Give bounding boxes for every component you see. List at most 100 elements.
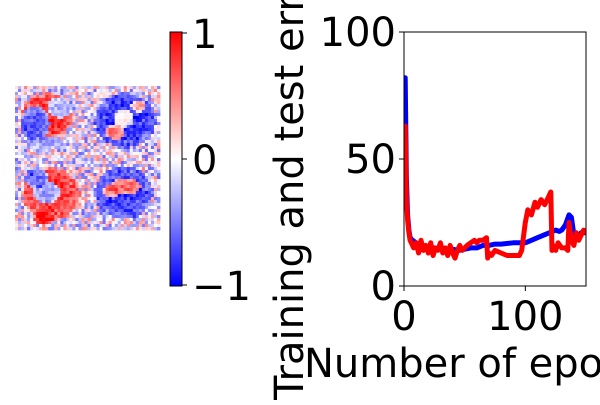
heatmap-cell (18, 218, 22, 222)
heatmap-cell (51, 113, 55, 117)
heatmap-cell (30, 218, 34, 222)
heatmap-cell (114, 122, 119, 126)
heatmap-cell (24, 92, 28, 96)
heatmap-cell (18, 146, 22, 150)
heatmap-cell (87, 173, 91, 177)
heatmap-cell (153, 122, 158, 126)
heatmap-cell (90, 110, 94, 114)
heatmap-cell (33, 125, 37, 129)
heatmap-cell (132, 206, 137, 210)
heatmap-cell (81, 143, 85, 147)
heatmap-cell (54, 206, 58, 210)
heatmap-cell (90, 218, 94, 222)
heatmap-cell (24, 143, 28, 147)
heatmap-cell (96, 179, 100, 183)
heatmap-cell (57, 188, 61, 192)
heatmap-cell (51, 203, 55, 207)
heatmap-cell (90, 92, 94, 96)
heatmap-cell (30, 158, 34, 162)
heatmap-cell (78, 128, 82, 132)
heatmap-cell (66, 200, 70, 204)
heatmap-cell (120, 182, 125, 186)
heatmap-cell (99, 215, 103, 219)
heatmap-cell (129, 203, 134, 207)
heatmap-cell (39, 143, 43, 147)
heatmap-cell (84, 173, 88, 177)
heatmap-cell (108, 92, 113, 96)
heatmap-cell (114, 107, 119, 111)
heatmap-cell (126, 149, 131, 153)
heatmap-cell (21, 95, 25, 99)
heatmap-cell (153, 146, 158, 150)
heatmap-cell (21, 182, 25, 186)
heatmap-cell (114, 152, 119, 156)
heatmap-cell (45, 194, 49, 198)
heatmap-cell (132, 194, 137, 198)
heatmap-cell (87, 92, 91, 96)
heatmap-cell (24, 113, 28, 117)
heatmap-cell (45, 188, 49, 192)
heatmap-cell (102, 209, 107, 213)
heatmap-cell (81, 98, 85, 102)
heatmap-cell (18, 179, 22, 183)
heatmap-cell (108, 86, 113, 90)
heatmap-cell (153, 131, 158, 135)
heatmap-cell (108, 152, 113, 156)
heatmap-cell (78, 107, 82, 111)
heatmap-cell (108, 95, 113, 99)
heatmap-cell (138, 92, 143, 96)
heatmap-cell (39, 146, 43, 150)
heatmap-cell (63, 101, 67, 105)
heatmap-cell (63, 86, 67, 90)
heatmap-cell (147, 89, 152, 93)
heatmap-cell (147, 167, 152, 171)
heatmap-cell (48, 107, 52, 111)
heatmap-cell (18, 173, 22, 177)
heatmap-cell (126, 158, 131, 162)
heatmap-cell (33, 143, 37, 147)
heatmap-cell (60, 224, 64, 228)
heatmap-cell (42, 164, 46, 168)
heatmap-cell (126, 161, 131, 165)
heatmap-cell (96, 113, 100, 117)
heatmap-cell (90, 224, 94, 228)
heatmap-cell (21, 212, 25, 216)
heatmap-cell (126, 155, 131, 159)
heatmap-cell (150, 212, 155, 216)
heatmap-cell (144, 140, 149, 144)
heatmap-cell (63, 122, 67, 126)
heatmap-cell (138, 146, 143, 150)
heatmap-cell (99, 197, 103, 201)
heatmap-cell (57, 140, 61, 144)
heatmap-cell (99, 155, 103, 159)
heatmap-cell (24, 164, 28, 168)
heatmap-cell (120, 206, 125, 210)
heatmap-cell (102, 218, 107, 222)
heatmap-cell (30, 164, 34, 168)
heatmap-cell (57, 92, 61, 96)
heatmap-cell (84, 194, 88, 198)
heatmap-cell (99, 119, 103, 123)
heatmap-cell (153, 203, 158, 207)
heatmap-cell (117, 95, 122, 99)
heatmap-cell (126, 173, 131, 177)
heatmap-cell (111, 104, 116, 108)
heatmap-cell (141, 113, 146, 117)
heatmap-cell (135, 134, 140, 138)
heatmap-cell (123, 161, 128, 165)
heatmap-cell (27, 101, 31, 105)
heatmap-cell (15, 191, 19, 195)
heatmap-cell (66, 95, 70, 99)
heatmap-cell (75, 149, 79, 153)
heatmap-cell (153, 128, 158, 132)
heatmap-cell (30, 209, 34, 213)
heatmap-cell (141, 194, 146, 198)
heatmap-cell (120, 188, 125, 192)
heatmap-cell (81, 152, 85, 156)
heatmap-cell (87, 206, 91, 210)
heatmap-cell (111, 107, 116, 111)
heatmap-cell (24, 119, 28, 123)
heatmap-cell (114, 89, 119, 93)
heatmap-cell (120, 161, 125, 165)
heatmap-cell (144, 155, 149, 159)
